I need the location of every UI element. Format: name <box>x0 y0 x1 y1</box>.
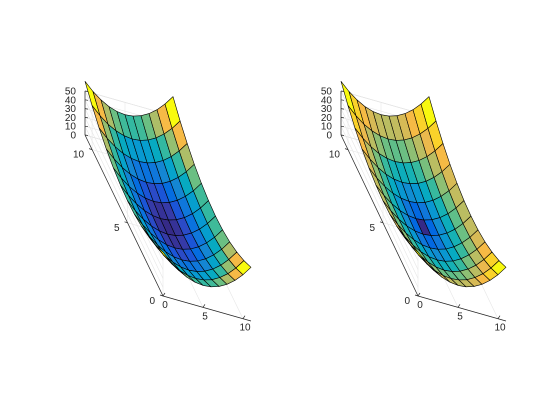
y-tick-label: 5 <box>369 223 375 234</box>
x-axis-line <box>162 295 252 322</box>
y-tick-mark <box>344 148 349 150</box>
y-tick-label: 0 <box>149 296 155 307</box>
z-tick-label: 30 <box>65 104 77 115</box>
z-tick-mark <box>340 99 345 101</box>
x-tick-mark <box>202 304 206 308</box>
z-tick-label: 20 <box>321 113 333 124</box>
y-axis-line <box>340 134 419 297</box>
z-tick-label: 10 <box>65 122 77 133</box>
z-tick-mark <box>340 125 345 128</box>
x-tick-label: 0 <box>417 300 423 311</box>
y-tick-label: 10 <box>73 150 85 161</box>
z-tick-label: 0 <box>326 131 332 142</box>
z-tick-mark <box>84 125 89 128</box>
z-tick-mark <box>340 108 345 110</box>
y-tick-mark <box>124 221 128 224</box>
z-tick-label: 30 <box>321 104 333 115</box>
z-tick-mark <box>84 99 89 101</box>
x-tick-mark <box>242 315 246 319</box>
z-tick-label: 10 <box>321 122 333 133</box>
y-tick-mark <box>88 148 93 150</box>
y-axis-line <box>84 134 164 297</box>
surface <box>84 81 252 288</box>
z-tick-mark <box>84 117 89 119</box>
y-tick-label: 0 <box>404 296 410 307</box>
x-tick-mark <box>457 304 461 308</box>
z-tick-label: 50 <box>65 87 77 98</box>
z-tick-label: 50 <box>321 87 333 98</box>
z-tick-label: 40 <box>65 95 77 106</box>
x-tick-label: 10 <box>494 323 506 334</box>
z-tick-mark <box>340 134 345 136</box>
x-axis-line <box>417 295 507 322</box>
z-tick-mark <box>340 90 345 92</box>
x-tick-label: 10 <box>239 323 251 334</box>
surface-face-10-0 <box>235 260 252 276</box>
x-tick-label: 5 <box>457 311 463 322</box>
x-tick-label: 5 <box>202 311 208 322</box>
z-tick-mark <box>84 90 89 92</box>
surface <box>340 81 507 288</box>
y-tick-mark <box>379 221 384 224</box>
z-tick-label: 20 <box>65 113 77 124</box>
y-tick-mark <box>414 294 419 297</box>
y-tick-label: 10 <box>329 150 341 161</box>
z-tick-mark <box>84 134 89 136</box>
surface-face-10-0 <box>490 260 507 276</box>
x-tick-label: 0 <box>162 300 168 311</box>
z-tick-label: 40 <box>321 95 333 106</box>
z-tick-mark <box>84 108 89 110</box>
x-tick-mark <box>417 292 421 297</box>
x-tick-mark <box>162 292 166 297</box>
y-tick-label: 5 <box>114 223 120 234</box>
x-tick-mark <box>497 315 501 319</box>
y-tick-mark <box>159 294 164 297</box>
z-tick-mark <box>340 117 345 119</box>
z-tick-label: 0 <box>70 131 76 142</box>
